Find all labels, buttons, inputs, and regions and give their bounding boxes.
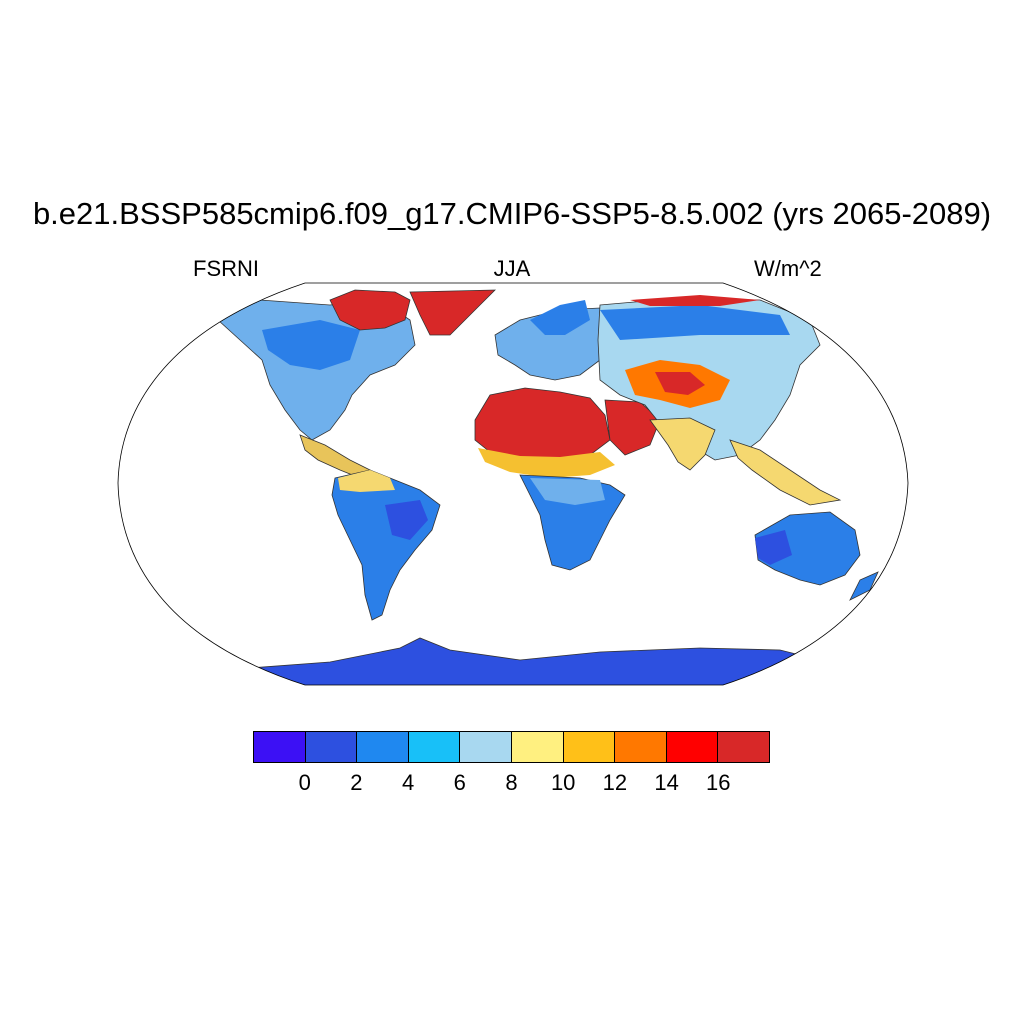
arctic-asia-coast <box>630 295 760 306</box>
units-label: W/m^2 <box>754 256 822 281</box>
north-america-cool <box>262 320 360 370</box>
australia <box>754 511 861 586</box>
colorbar-tick-label: 2 <box>350 770 363 795</box>
colorbar <box>253 731 770 763</box>
plot-title: b.e21.BSSP585cmip6.f09_g17.CMIP6-SSP5-8.… <box>32 196 992 231</box>
colorbar-tick-label: 6 <box>453 770 466 795</box>
colorbar-tick-label: 12 <box>602 770 628 795</box>
colorbar-box <box>615 732 667 762</box>
south-america-dark <box>385 500 428 540</box>
canadian-arctic <box>329 289 411 331</box>
colorbar-tick-label: 0 <box>298 770 311 795</box>
australia-west <box>755 530 792 565</box>
colorbar-box <box>511 732 564 762</box>
colorbar-box <box>718 732 769 762</box>
siberia-north <box>600 305 790 340</box>
africa-sahel <box>478 448 615 478</box>
colorbar-tick-label: 10 <box>550 770 576 795</box>
colorbar-tick-label: 14 <box>654 770 679 795</box>
africa-central <box>530 478 605 505</box>
central-asia-core <box>655 372 705 395</box>
colorbar-box <box>460 732 512 762</box>
colorbar-box <box>254 732 306 762</box>
south-america-north <box>338 470 395 492</box>
colorbar-box <box>563 732 616 762</box>
colorbar-tick-label: 4 <box>401 770 415 795</box>
season-label: JJA <box>493 256 531 281</box>
colorbar-box <box>666 732 719 762</box>
central-america <box>299 434 371 479</box>
south-america <box>331 469 441 621</box>
colorbar-box <box>305 732 358 762</box>
antarctica <box>249 637 851 685</box>
variable-label: FSRNI <box>193 256 259 281</box>
colorbar-box <box>357 732 409 762</box>
scandinavia <box>530 300 590 335</box>
greenland <box>409 289 496 336</box>
map-boundary <box>117 282 909 686</box>
india <box>649 417 716 471</box>
colorbar-tick-label: 16 <box>706 770 731 795</box>
colorbar-ticks: 0 2 4 6 8 10 12 14 16 <box>253 770 770 800</box>
colorbar-box <box>408 732 461 762</box>
southeast-asia <box>729 439 842 506</box>
colorbar-tick-label: 8 <box>505 770 518 795</box>
africa-north <box>474 387 611 459</box>
